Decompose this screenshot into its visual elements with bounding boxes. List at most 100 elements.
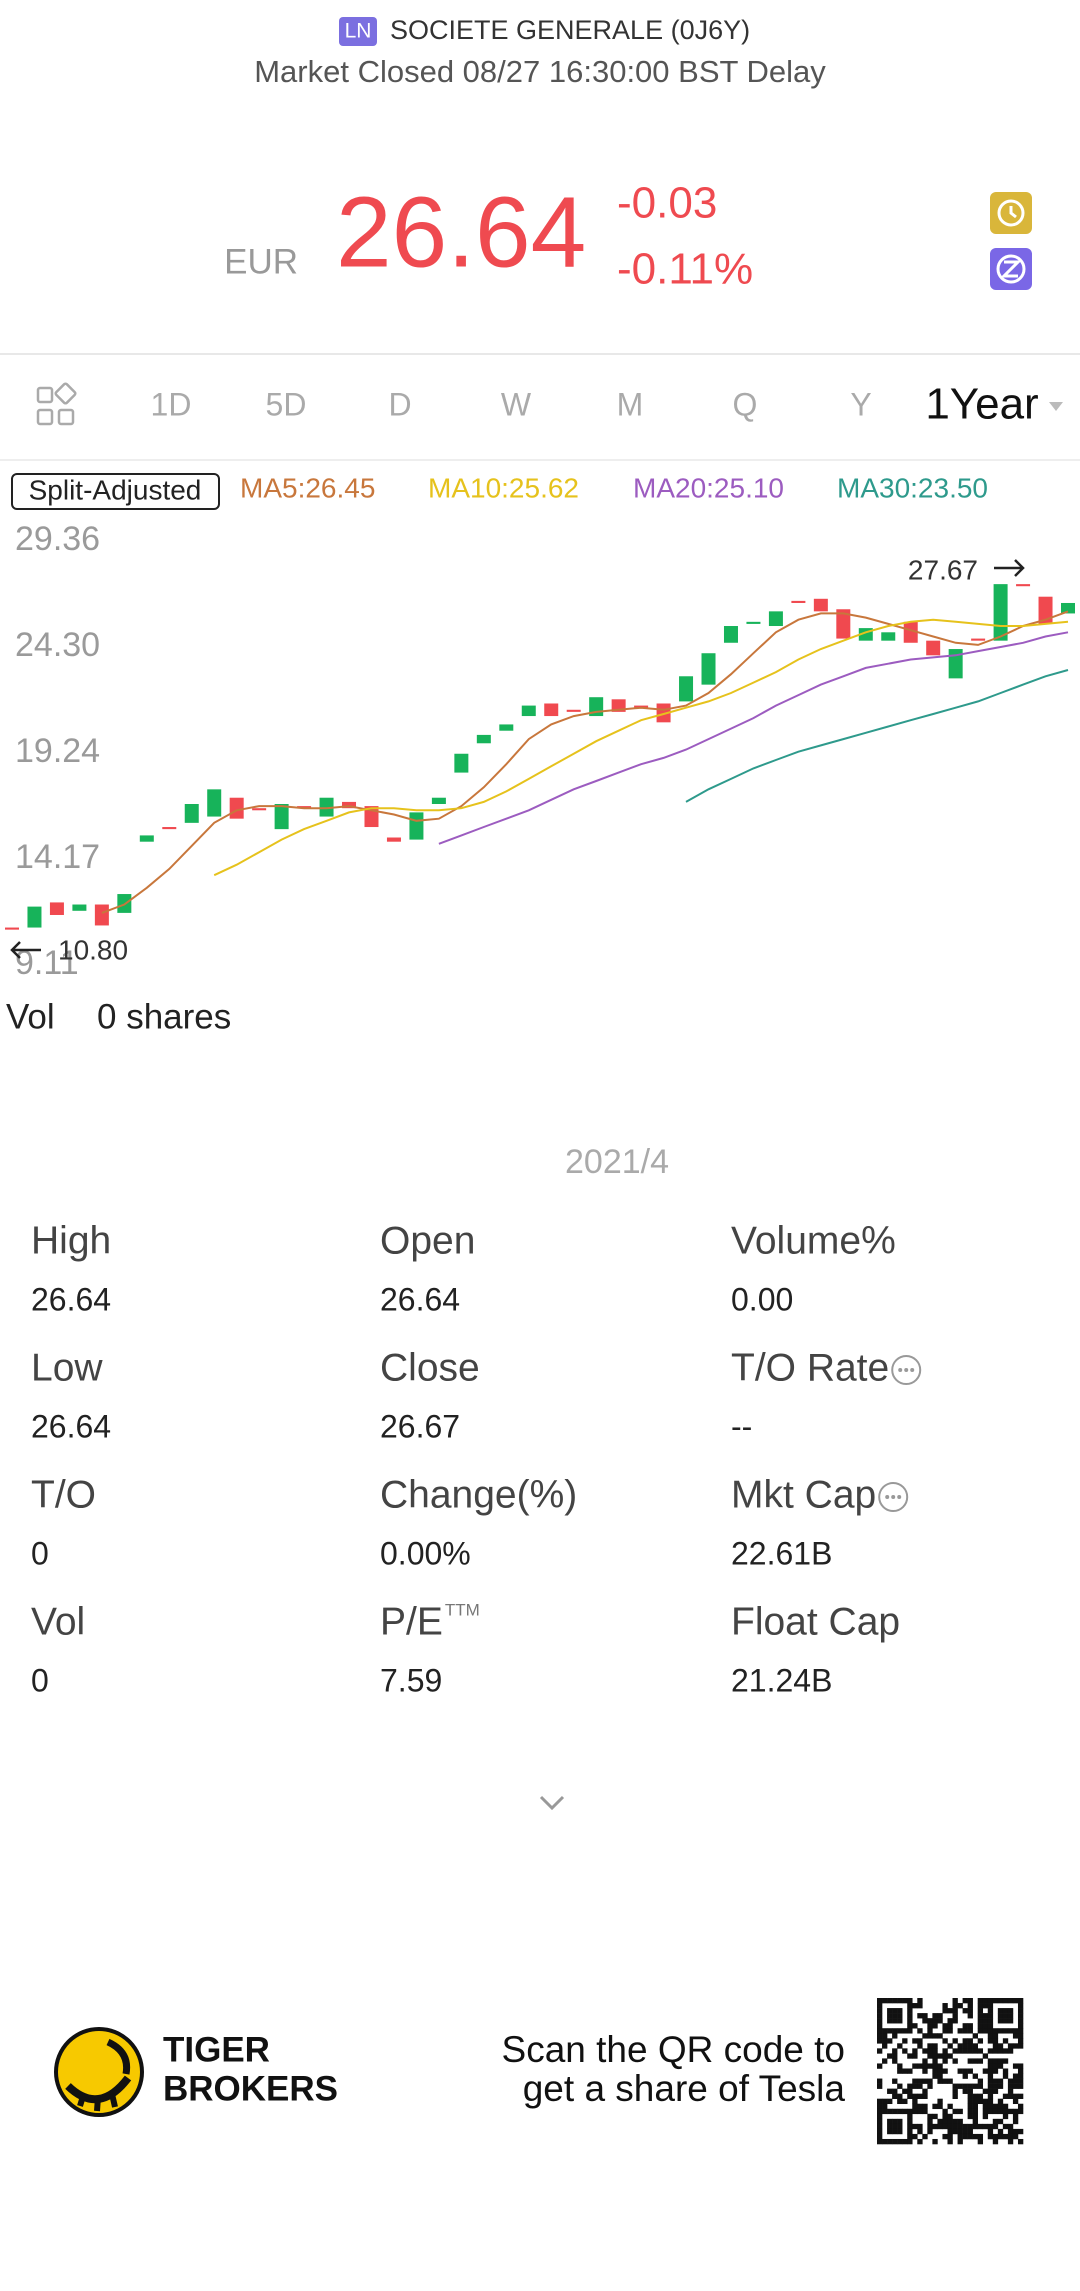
qr-module [887,2088,893,2094]
qr-module [962,2048,968,2054]
qr-module [1002,2133,1009,2140]
qr-module [1017,2068,1024,2074]
qr-module [892,2138,898,2145]
qr-module [952,2108,958,2115]
qr-module [892,2128,898,2135]
qr-module [927,2123,933,2130]
qr-module [957,2068,963,2074]
period-tab[interactable]: Y [850,386,871,422]
candle [903,621,918,643]
qr-module [937,2053,943,2059]
history-icon[interactable] [990,192,1032,234]
qr-module [957,2123,963,2130]
qr-module [992,1998,999,2004]
qr-module [977,2123,984,2130]
z-icon[interactable] [990,248,1032,290]
stat-value: 21.24B [731,1662,832,1698]
period-tab[interactable]: 5D [266,386,307,422]
qr-module [887,1998,893,2004]
split-badge[interactable]: Split-Adjusted [29,474,202,505]
qr-module [1012,2108,1019,2115]
qr-module [917,2043,923,2049]
stat-value: 22.61B [731,1535,832,1571]
candle [342,801,357,809]
qr-module [977,2133,984,2140]
qr-module [952,2058,958,2064]
qr-module [957,2048,963,2054]
qr-module [877,2123,883,2130]
qr-module [982,2003,989,2009]
candle [813,598,828,612]
qr-module [962,2133,968,2140]
qr-module [907,2018,913,2024]
qr-module [967,2128,973,2135]
qr-module [897,2008,903,2014]
qr-module [882,1998,888,2004]
qr-module [1007,2088,1014,2094]
period-tab[interactable]: W [501,386,532,422]
qr-module [967,2088,973,2094]
qr-module [987,2068,994,2074]
qr-module [937,2123,943,2130]
qr-module [952,2088,958,2094]
qr-module [952,2123,958,2130]
qr-module [992,2083,999,2089]
qr-module [972,2113,978,2120]
qr-module [982,2098,989,2105]
period-tab[interactable]: 1D [151,386,192,422]
qr-module [907,2003,913,2009]
qr-module [972,2133,978,2140]
qr-module [927,2018,933,2024]
candle [1038,596,1053,624]
qr-module [987,2003,994,2009]
qr-module [892,2028,898,2034]
qr-module [942,2133,948,2140]
info-icon[interactable] [891,1355,922,1385]
qr-module [1002,2123,1009,2130]
qr-module [897,2068,903,2074]
info-dot [898,1368,903,1372]
qr-module [902,2038,908,2044]
qr-module [997,2048,1004,2054]
candle [386,837,401,842]
qr-module [957,2043,963,2049]
layout-icon[interactable] [36,382,77,426]
qr-module [992,2078,999,2084]
qr-module [877,2063,883,2069]
qr-module [877,2108,883,2115]
qr-module [1012,2078,1019,2084]
qr-module [997,2058,1004,2064]
stat-value: 0.00% [380,1535,471,1571]
qr-module [942,2058,948,2064]
qr-module [962,2023,968,2029]
qr-module [987,2063,994,2069]
qr-module [957,2133,963,2140]
period-tab[interactable]: 1Year [925,380,1038,429]
period-tab[interactable]: M [617,386,644,422]
qr-module [977,2058,984,2064]
qr-module [907,2128,913,2135]
info-icon[interactable] [878,1482,909,1512]
period-tab[interactable]: Q [733,386,758,422]
qr-module [932,2023,938,2029]
qr-module [932,2103,938,2110]
qr-module [907,2113,913,2120]
qr-module [982,2028,989,2034]
expand-chevron[interactable] [539,1795,565,1811]
qr-module [942,2078,948,2084]
qr-module [932,2138,938,2145]
qr-module [882,2043,888,2049]
candle [768,611,783,627]
qr-module [902,2088,908,2094]
qr-module [962,2128,968,2135]
dropdown-arrow[interactable] [1049,402,1063,411]
qr-module [967,2008,973,2014]
qr-module [992,2138,999,2145]
qr-module [957,2083,963,2089]
period-tab[interactable]: D [388,386,411,422]
qr-module [947,2138,953,2145]
stat-value: 7.59 [380,1662,442,1698]
qr-module [937,2073,943,2079]
qr-module [932,2063,938,2069]
